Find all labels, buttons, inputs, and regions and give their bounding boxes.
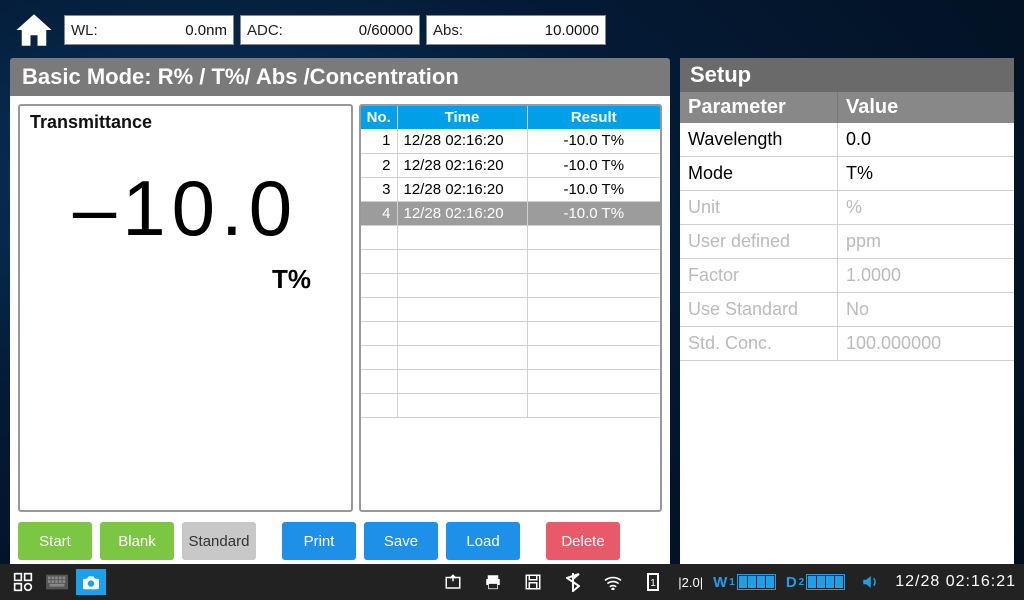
meter-wl-value: 0.0nm — [185, 22, 227, 39]
table-row-empty — [361, 273, 660, 297]
meter-abs-value: 10.0000 — [545, 22, 599, 39]
table-row-empty — [361, 321, 660, 345]
bluetooth-icon[interactable] — [558, 569, 588, 595]
delete-button[interactable]: Delete — [546, 522, 620, 560]
setup-row[interactable]: ModeT% — [680, 157, 1014, 191]
setup-row: Factor1.0000 — [680, 259, 1014, 293]
button-row: Start Blank Standard Print Save Load Del… — [18, 512, 662, 560]
volume-icon[interactable] — [855, 569, 885, 595]
meter-adc-label: ADC: — [247, 22, 283, 39]
setup-title: Setup — [680, 58, 1014, 92]
meter-adc[interactable]: ADC: 0/60000 — [240, 15, 420, 45]
wifi-icon[interactable] — [598, 569, 628, 595]
apps-icon[interactable] — [8, 569, 38, 595]
meter-abs[interactable]: Abs: 10.0000 — [426, 15, 606, 45]
results-table: No. Time Result 112/28 02:16:20-10.0 T%2… — [359, 104, 662, 512]
table-row-empty — [361, 249, 660, 273]
meter-wl-label: WL: — [71, 22, 98, 39]
standard-button[interactable]: Standard — [182, 522, 256, 560]
table-row-empty — [361, 345, 660, 369]
start-button[interactable]: Start — [18, 522, 92, 560]
save-button[interactable]: Save — [364, 522, 438, 560]
cell-icon[interactable]: 1 — [638, 569, 668, 595]
table-row[interactable]: 112/28 02:16:20-10.0 T% — [361, 129, 660, 153]
printer-icon[interactable] — [478, 569, 508, 595]
setup-body: Wavelength0.0ModeT%Unit%User definedppmF… — [680, 123, 1014, 588]
setup-row[interactable]: Wavelength0.0 — [680, 123, 1014, 157]
setup-row: Use StandardNo — [680, 293, 1014, 327]
meter-adc-value: 0/60000 — [359, 22, 413, 39]
meter-wl[interactable]: WL: 0.0nm — [64, 15, 234, 45]
col-result: Result — [527, 106, 660, 129]
table-row[interactable]: 312/28 02:16:20-10.0 T% — [361, 177, 660, 201]
setup-header-param: Parameter — [680, 92, 838, 123]
keyboard-icon[interactable] — [42, 569, 72, 595]
reading-value: –10.0 — [30, 163, 341, 254]
setup-row: Std. Conc.100.000000 — [680, 327, 1014, 361]
blank-button[interactable]: Blank — [100, 522, 174, 560]
load-button[interactable]: Load — [446, 522, 520, 560]
reading-label: Transmittance — [30, 112, 341, 133]
main-panel: Transmittance –10.0 T% No. Time Result — [10, 96, 670, 568]
print-button[interactable]: Print — [282, 522, 356, 560]
status-w: W1 — [713, 574, 776, 591]
table-row-empty — [361, 297, 660, 321]
col-no: No. — [361, 106, 397, 129]
reading-unit: T% — [30, 264, 341, 295]
setup-header-value: Value — [838, 92, 1014, 123]
taskbar: 1 |2.0| W1 D2 12/28 02:16:21 — [0, 564, 1024, 600]
share-icon[interactable] — [438, 569, 468, 595]
svg-text:1: 1 — [650, 578, 656, 589]
status-d: D2 — [786, 574, 845, 591]
setup-row: Unit% — [680, 191, 1014, 225]
col-time: Time — [397, 106, 527, 129]
rate-indicator: |2.0| — [678, 575, 703, 590]
mode-title: Basic Mode: R% / T%/ Abs /Concentration — [10, 58, 670, 96]
home-icon[interactable] — [10, 6, 58, 54]
reading-box: Transmittance –10.0 T% — [18, 104, 353, 512]
setup-row: User definedppm — [680, 225, 1014, 259]
camera-icon[interactable] — [76, 569, 106, 595]
table-row[interactable]: 212/28 02:16:20-10.0 T% — [361, 153, 660, 177]
table-row-empty — [361, 225, 660, 249]
table-row-empty — [361, 369, 660, 393]
clock: 12/28 02:16:21 — [895, 573, 1016, 591]
meter-abs-label: Abs: — [433, 22, 463, 39]
table-row-empty — [361, 393, 660, 417]
table-row[interactable]: 412/28 02:16:20-10.0 T% — [361, 201, 660, 225]
disk-icon[interactable] — [518, 569, 548, 595]
setup-header: Parameter Value — [680, 92, 1014, 123]
